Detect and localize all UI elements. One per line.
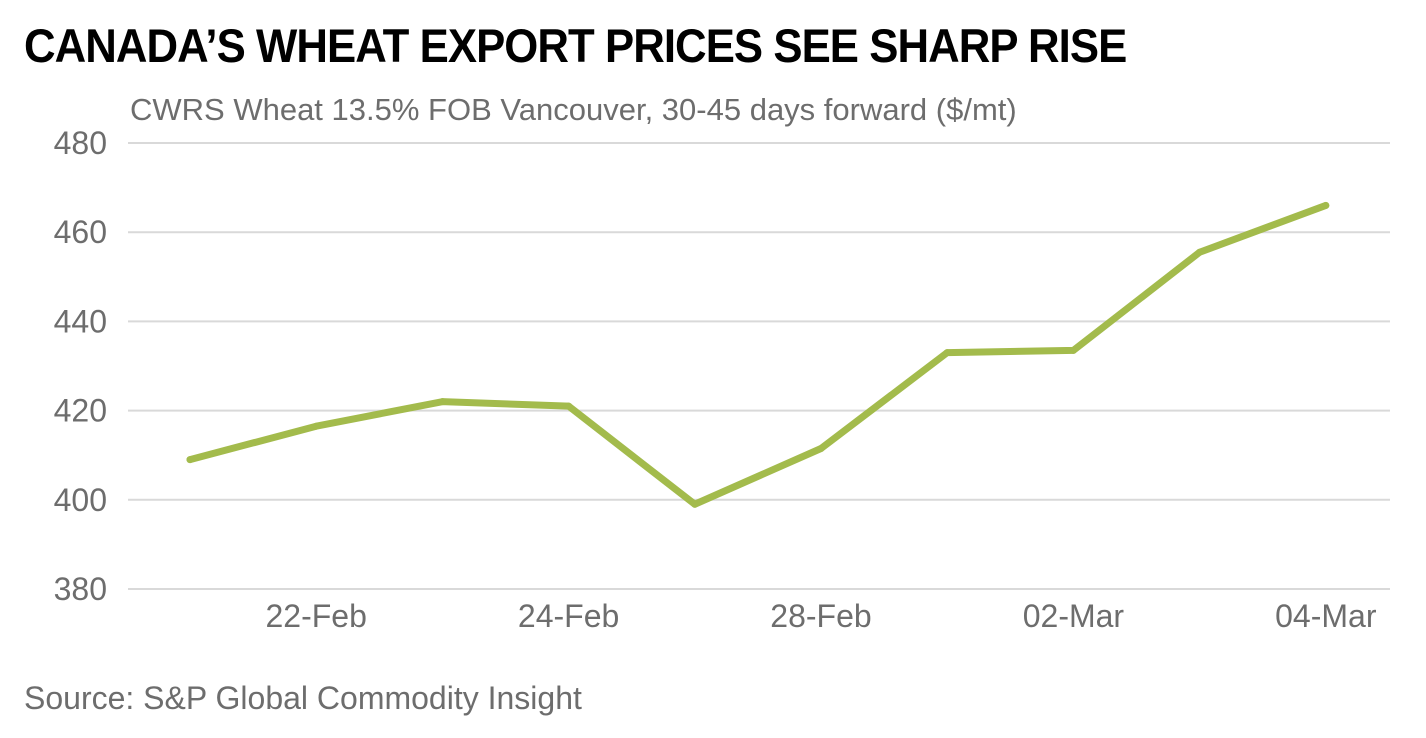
x-axis-ticks: 22-Feb 24-Feb 28-Feb 02-Mar 04-Mar <box>266 598 1377 634</box>
y-tick-label: 460 <box>54 214 107 250</box>
data-series <box>186 201 1330 508</box>
data-point <box>186 456 194 464</box>
y-tick-label: 420 <box>54 393 107 429</box>
x-tick-label: 04-Mar <box>1275 598 1377 634</box>
data-point <box>1322 201 1330 209</box>
x-tick-label: 28-Feb <box>770 598 871 634</box>
x-tick-label: 02-Mar <box>1023 598 1125 634</box>
chart-subtitle: CWRS Wheat 13.5% FOB Vancouver, 30-45 da… <box>130 92 1017 127</box>
data-point <box>1069 346 1077 354</box>
gridlines <box>128 142 1390 590</box>
data-point <box>1196 248 1204 256</box>
data-point <box>691 500 699 508</box>
y-axis-ticks: 480 460 440 420 400 380 <box>54 125 107 607</box>
x-tick-label: 22-Feb <box>266 598 367 634</box>
chart-title: CANADA’S WHEAT EXPORT PRICES SEE SHARP R… <box>24 19 1127 72</box>
source-note: Source: S&P Global Commodity Insight <box>24 680 582 716</box>
data-point <box>943 349 951 357</box>
x-tick-label: 24-Feb <box>518 598 619 634</box>
y-tick-label: 380 <box>54 571 107 607</box>
series-line <box>186 201 1330 508</box>
y-tick-label: 480 <box>54 125 107 161</box>
data-point <box>312 422 320 430</box>
data-point <box>817 445 825 453</box>
y-tick-label: 400 <box>54 482 107 518</box>
y-tick-label: 440 <box>54 303 107 339</box>
data-point <box>565 402 573 410</box>
data-point <box>438 398 446 406</box>
